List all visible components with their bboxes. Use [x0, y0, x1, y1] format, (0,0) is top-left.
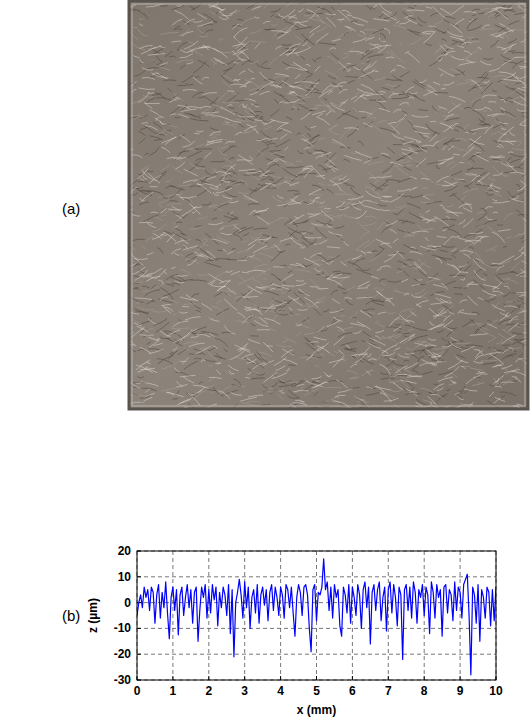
tick	[280, 676, 281, 680]
grid-line	[352, 551, 353, 680]
x-axis-title: x (mm)	[297, 703, 336, 717]
grid-line	[388, 551, 389, 680]
grid-line	[137, 602, 496, 603]
tick-label: -20	[114, 647, 132, 661]
tick-label: 10	[489, 684, 503, 698]
figure: (a) (b) 0 1 2 3 4 5 6 7 8 9 10 -30 -20 -10 0 10 20 x (mm) z …	[0, 0, 531, 719]
grid-line	[280, 551, 281, 680]
panel-label: (a)	[62, 200, 80, 217]
tick-label: 0	[124, 596, 131, 610]
tick	[460, 676, 461, 680]
grid-line	[172, 551, 173, 680]
plot-area	[137, 559, 496, 675]
tick-label: 4	[277, 684, 284, 698]
grid-line	[244, 551, 245, 680]
plot-frame	[137, 551, 496, 680]
tick	[208, 676, 209, 680]
panel-label: (b)	[62, 607, 80, 624]
tick-label: 3	[241, 684, 248, 698]
tick-label: 1	[170, 684, 177, 698]
y-axis-title: z (µm)	[86, 598, 100, 633]
photo-frame-inner	[132, 4, 525, 406]
tick-label: 20	[118, 544, 132, 558]
tick-label: 6	[349, 684, 356, 698]
tick-label: 5	[313, 684, 320, 698]
grid	[137, 551, 496, 680]
texture-light	[128, 0, 529, 410]
tick-label: 9	[457, 684, 464, 698]
tick	[137, 654, 141, 655]
tick	[316, 676, 317, 680]
surface-photo	[128, 0, 529, 410]
tick-label: 8	[421, 684, 428, 698]
tick	[172, 676, 173, 680]
tick-label: -10	[114, 621, 132, 635]
tick-label: 2	[205, 684, 212, 698]
profile-line	[137, 559, 496, 675]
tick	[388, 676, 389, 680]
grid-line	[137, 576, 496, 577]
tick	[137, 628, 141, 629]
tick-label: 10	[118, 570, 132, 584]
tick-label: 0	[134, 684, 141, 698]
axes: 0 1 2 3 4 5 6 7 8 9 10 -30 -20 -10 0 10 20	[114, 544, 503, 698]
photo-frame	[129, 1, 528, 409]
tick	[137, 576, 141, 577]
grid-line	[208, 551, 209, 680]
tick	[424, 676, 425, 680]
grid-line	[460, 551, 461, 680]
grid-line	[137, 654, 496, 655]
tick	[244, 676, 245, 680]
tick-label: -30	[114, 673, 132, 687]
tick	[352, 676, 353, 680]
tick-label: 7	[385, 684, 392, 698]
